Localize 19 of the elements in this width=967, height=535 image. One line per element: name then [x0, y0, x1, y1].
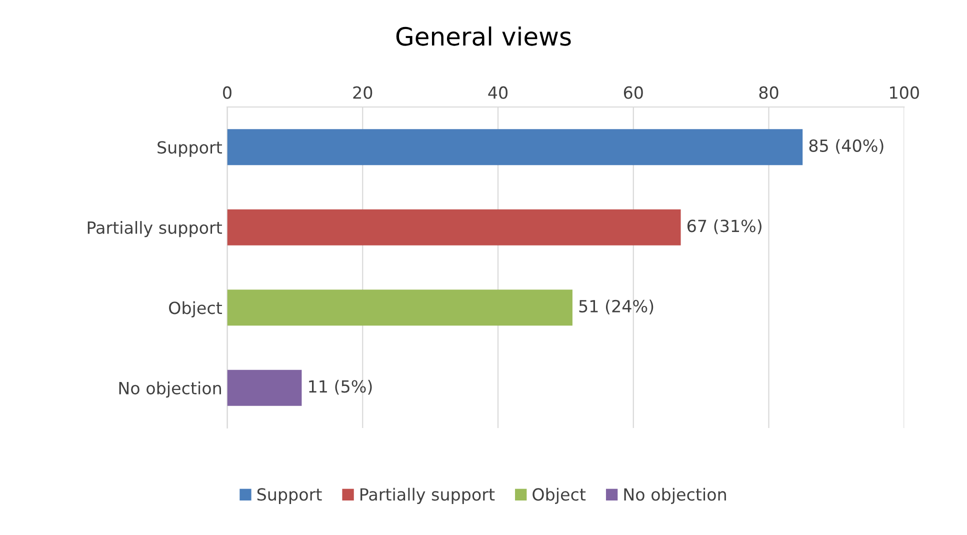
y-tick-label: No objection — [119, 382, 221, 398]
legend-label: Object — [532, 488, 586, 504]
x-tick-label: 60 — [624, 86, 643, 99]
x-tick-label: 40 — [488, 86, 508, 99]
x-tick-label: 0 — [223, 86, 232, 99]
y-tick-label: Support — [158, 141, 222, 157]
legend-label: Support — [257, 488, 322, 504]
x-tick-label: 100 — [890, 86, 919, 99]
data-label: 11 (5%) — [309, 380, 372, 395]
data-label: 67 (31%) — [687, 219, 762, 234]
chart-title: General views — [396, 26, 571, 46]
legend-label: No objection — [624, 488, 726, 504]
data-label: 85 (40%) — [809, 139, 884, 154]
y-tick-label: Partially support — [88, 221, 222, 238]
x-tick-label: 20 — [353, 86, 372, 99]
x-tick-label: 80 — [759, 86, 778, 99]
data-label: 51 (24%) — [579, 300, 654, 314]
legend-label: Partially support — [360, 488, 495, 504]
y-tick-label: Object — [169, 301, 222, 318]
